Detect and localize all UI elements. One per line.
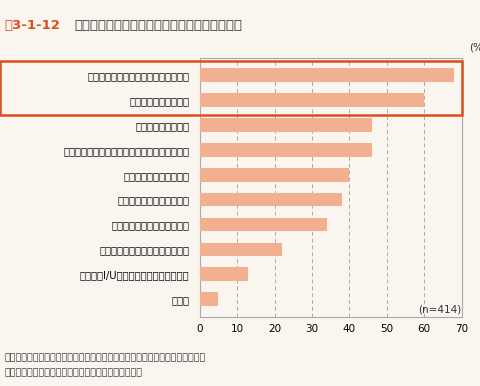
Text: (%): (%) (468, 43, 480, 53)
Bar (199, 267, 248, 281)
Bar (199, 242, 281, 256)
Bar (199, 218, 326, 231)
Text: 資料：一般社団法人創発的地域づくり・連携推進センターなど「再生可能エネ: 資料：一般社団法人創発的地域づくり・連携推進センターなど「再生可能エネ (5, 353, 205, 362)
Bar (199, 292, 218, 306)
Text: (n=414): (n=414) (418, 305, 461, 315)
Text: ルギー導入の実態と自治体意向調査」より作成: ルギー導入の実態と自治体意向調査」より作成 (5, 368, 143, 377)
Text: 自治体が地域の再エネ事業に期待する地域貢献: 自治体が地域の再エネ事業に期待する地域貢献 (74, 19, 242, 32)
Bar (199, 68, 453, 82)
Bar (199, 93, 423, 107)
Bar (199, 168, 348, 182)
Bar (199, 118, 371, 132)
Text: 図3-1-12: 図3-1-12 (5, 19, 60, 32)
Bar (199, 143, 371, 157)
Bar (199, 193, 341, 207)
